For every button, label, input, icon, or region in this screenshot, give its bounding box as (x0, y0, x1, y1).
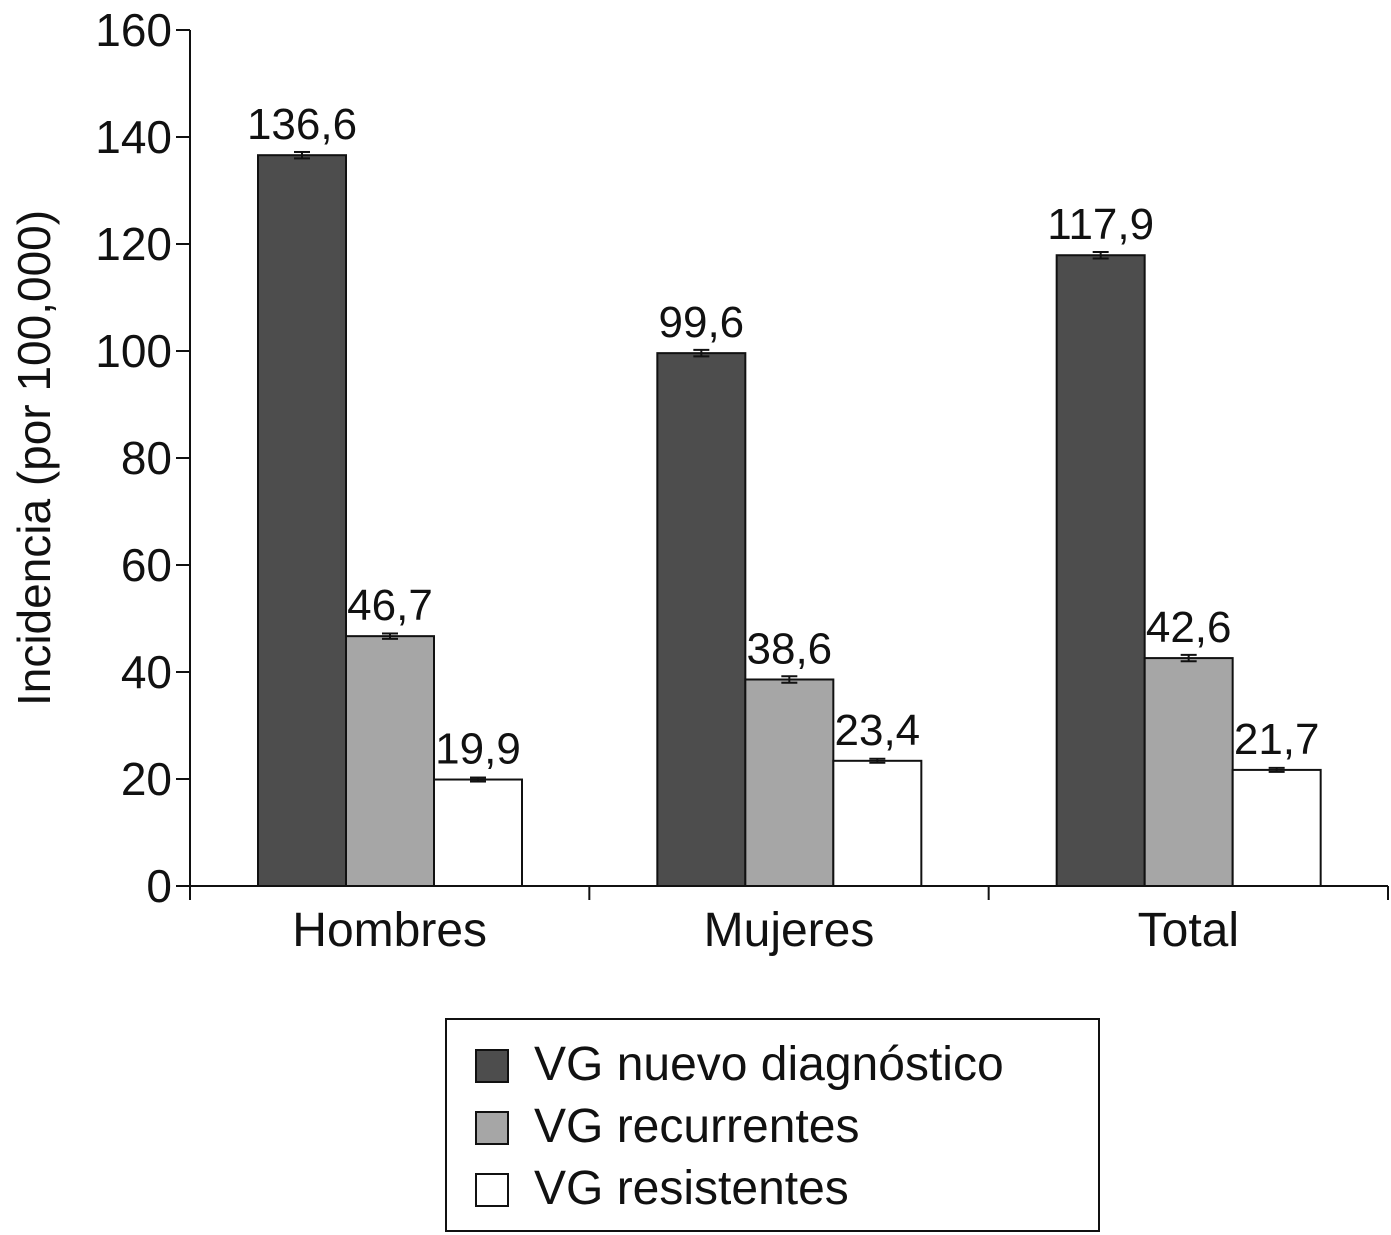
bar (656, 352, 747, 887)
bar (345, 635, 435, 888)
y-tick-label: 80 (121, 432, 172, 484)
bar (1055, 254, 1146, 888)
legend-items: VG nuevo diagnóstico VG recurrentes VG res… (475, 1038, 1004, 1215)
y-tick-label: 0 (146, 860, 172, 912)
data-label: 38,6 (747, 624, 833, 673)
y-tick-label: 40 (121, 646, 172, 698)
bar (744, 678, 835, 887)
data-label: 21,7 (1234, 715, 1320, 764)
data-label: 23,4 (835, 706, 921, 755)
y-axis-label: Incidencia (por 100,000) (8, 210, 60, 706)
y-tick-label: 140 (95, 111, 172, 163)
data-label: 19,9 (435, 725, 521, 774)
bar (257, 154, 347, 887)
bar (433, 778, 523, 887)
data-label: 46,7 (347, 581, 433, 630)
bar (1143, 657, 1234, 888)
y-axis-ticks: 0 20 40 60 80 100 120 140 160 (95, 4, 190, 912)
y-tick-label: 120 (95, 218, 172, 270)
bar (832, 759, 923, 887)
legend-label: VG nuevo diagnóstico (534, 1038, 1004, 1091)
y-tick-label: 60 (121, 539, 172, 591)
y-tick-label: 160 (95, 4, 172, 56)
x-tick-label: Hombres (292, 904, 487, 957)
plot-area: 136,6 46,7 19,9 99,6 38,623,4 117,9 42,6 21,7 (247, 100, 1322, 888)
x-axis-ticks: Hombres Mujeres Total (189, 886, 1389, 957)
legend-label: VG resistentes (534, 1162, 849, 1215)
y-tick-label: 100 (95, 325, 172, 377)
legend-swatch (475, 1049, 509, 1083)
data-label: 136,6 (247, 100, 357, 149)
legend-swatch (475, 1111, 509, 1145)
data-label: 99,6 (659, 298, 745, 347)
legend-swatch (475, 1173, 509, 1207)
x-tick-label: Mujeres (704, 904, 875, 957)
legend: VG nuevo diagnóstico VG recurrentes VG res… (445, 1018, 1100, 1232)
legend-label: VG recurrentes (534, 1100, 859, 1153)
y-tick-label: 20 (121, 753, 172, 805)
legend-box (445, 1018, 1100, 1232)
x-tick-label: Total (1138, 904, 1239, 957)
bar (1231, 768, 1322, 888)
data-label: 117,9 (1047, 200, 1154, 249)
data-label: 42,6 (1146, 603, 1232, 652)
